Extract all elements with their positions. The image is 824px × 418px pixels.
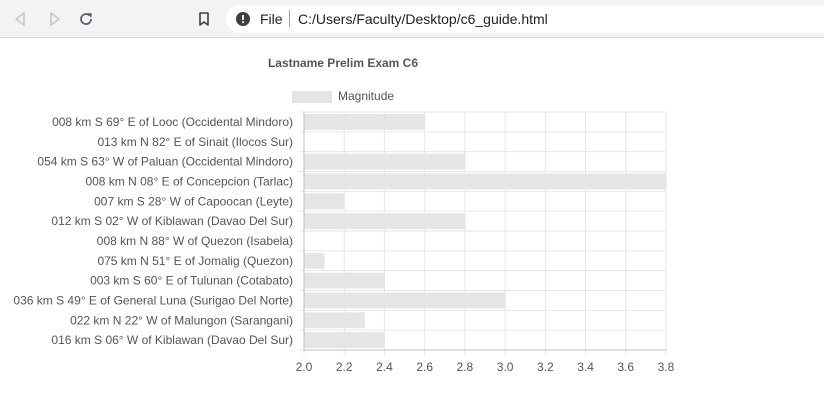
y-category-label: 008 km N 08° E of Concepcion (Tarlac): [85, 174, 293, 188]
x-tick-label: 2.4: [376, 360, 393, 374]
bar[interactable]: [304, 153, 466, 170]
bar[interactable]: [304, 312, 365, 329]
y-category-label: 054 km S 63° W of Paluan (Occidental Min…: [37, 155, 293, 169]
y-category-label: 012 km S 02° W of Kiblawan (Davao Del Su…: [51, 214, 293, 228]
y-category-label: 008 km N 88° W of Quezon (Isabela): [97, 234, 293, 248]
chart-title: Lastname Prelim Exam C6: [268, 56, 418, 70]
x-tick-label: 2.2: [336, 360, 353, 374]
browser-toolbar: File C:/Users/Faculty/Desktop/c6_guide.h…: [0, 0, 824, 38]
y-category-label: 036 km S 49° E of General Luna (Surigao …: [13, 293, 293, 307]
bar-chart: Lastname Prelim Exam C6 Magnitude 008 km…: [13, 56, 675, 374]
bookmark-button[interactable]: [193, 8, 215, 30]
x-tick-label: 2.8: [457, 360, 474, 374]
y-axis-labels: 008 km S 69° E of Looc (Occidental Mindo…: [13, 115, 293, 347]
y-category-label: 016 km S 06° W of Kiblawan (Davao Del Su…: [51, 333, 293, 347]
chart-bars: [304, 113, 667, 349]
bar[interactable]: [304, 173, 667, 190]
bar[interactable]: [304, 113, 426, 130]
x-tick-label: 2.6: [416, 360, 433, 374]
back-arrow-icon: [15, 12, 25, 26]
y-category-label: 022 km N 22° W of Malungon (Sarangani): [70, 313, 293, 327]
x-tick-label: 2.0: [296, 360, 313, 374]
page-content: Lastname Prelim Exam C6 Magnitude 008 km…: [0, 38, 824, 413]
bar[interactable]: [304, 332, 385, 349]
bookmark-icon: [199, 12, 209, 26]
y-category-label: 075 km N 51° E of Jomalig (Quezon): [97, 254, 293, 268]
legend-swatch: [292, 91, 332, 103]
legend-label: Magnitude: [338, 89, 394, 103]
bar[interactable]: [304, 213, 466, 230]
bar[interactable]: [304, 252, 325, 269]
back-button[interactable]: [10, 8, 32, 30]
reload-icon: [80, 13, 92, 25]
y-category-label: 008 km S 69° E of Looc (Occidental Mindo…: [52, 115, 293, 129]
bar[interactable]: [304, 272, 385, 289]
y-category-label: 007 km S 28° W of Capoocan (Leyte): [94, 194, 293, 208]
url-text[interactable]: C:/Users/Faculty/Desktop/c6_guide.html: [298, 11, 548, 27]
forward-arrow-icon: [50, 12, 60, 26]
bar[interactable]: [304, 193, 345, 210]
chart-grid: [299, 111, 667, 355]
forward-button[interactable]: [43, 8, 65, 30]
address-bar[interactable]: File C:/Users/Faculty/Desktop/c6_guide.h…: [226, 5, 824, 33]
info-icon[interactable]: [236, 12, 250, 26]
x-tick-label: 3.8: [658, 360, 675, 374]
url-separator: [289, 10, 290, 27]
url-scheme-label: File: [260, 11, 283, 27]
reload-button[interactable]: [75, 8, 97, 30]
chart-legend[interactable]: Magnitude: [292, 89, 394, 103]
x-tick-label: 3.6: [617, 360, 634, 374]
bar[interactable]: [304, 292, 506, 309]
x-axis-ticks: 2.0 2.2 2.4 2.6 2.8 3.0 3.2 3.4 3.6 3.8: [296, 360, 675, 374]
x-tick-label: 3.0: [497, 360, 514, 374]
y-category-label: 013 km N 82° E of Sinait (Ilocos Sur): [97, 135, 293, 149]
x-tick-label: 3.4: [577, 360, 594, 374]
x-tick-label: 3.2: [537, 360, 554, 374]
y-category-label: 003 km S 60° E of Tulunan (Cotabato): [90, 274, 293, 288]
